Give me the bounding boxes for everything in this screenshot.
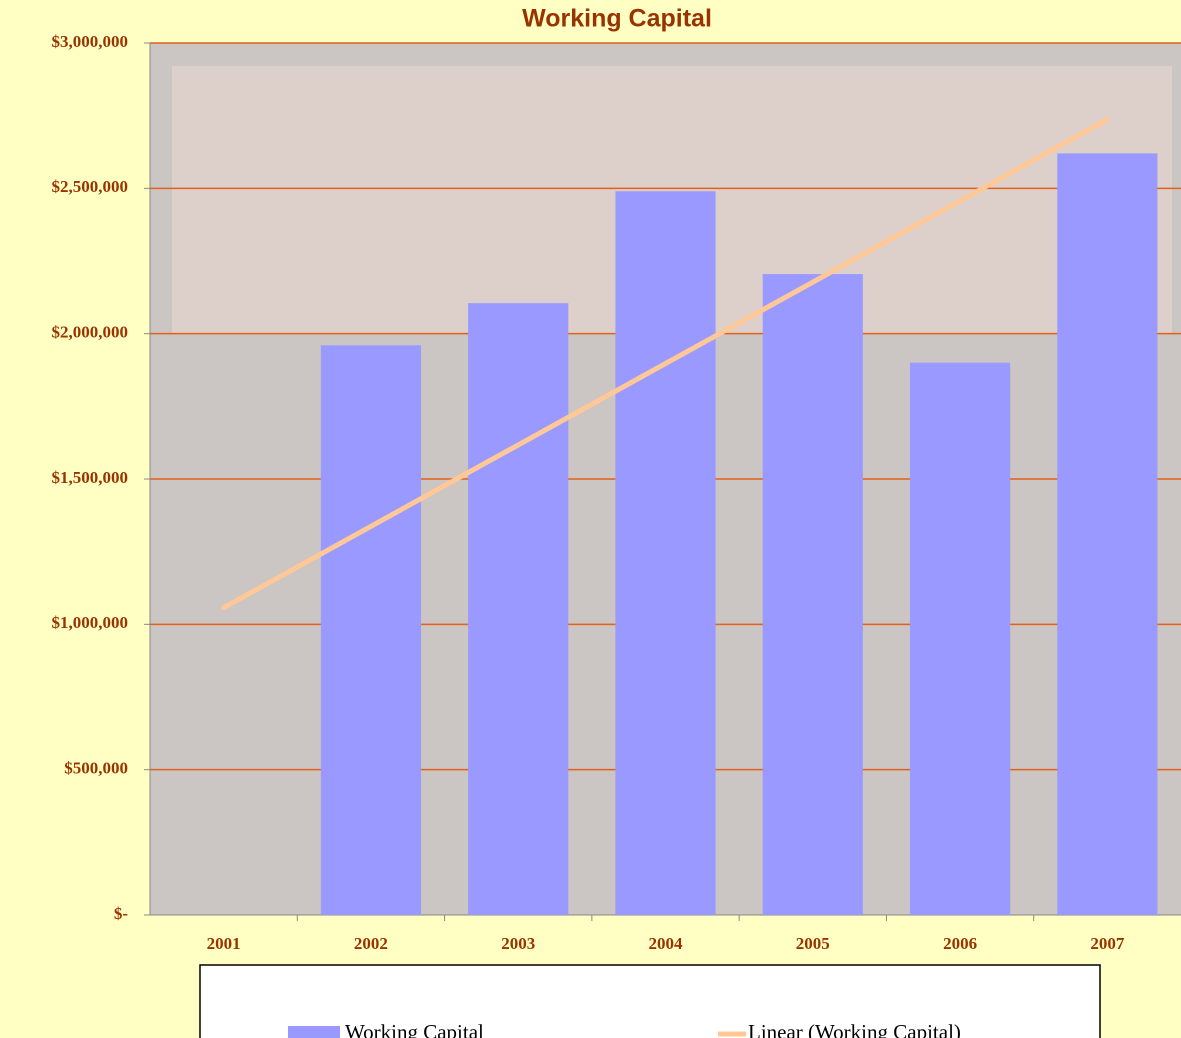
y-tick-label: $500,000 [64, 759, 128, 778]
bar [321, 345, 421, 915]
chart-title: Working Capital [522, 5, 712, 33]
bar [763, 274, 863, 915]
y-tick-label: $- [114, 904, 129, 923]
bar [910, 363, 1010, 915]
bar [1057, 153, 1157, 915]
y-tick-label: $1,000,000 [52, 613, 129, 632]
x-tick-label: 2001 [207, 934, 241, 953]
bar [468, 303, 568, 915]
x-tick-label: 2003 [501, 934, 535, 953]
x-tick-label: 2005 [796, 934, 830, 953]
legend-label: Linear (Working Capital) [748, 1020, 961, 1038]
y-tick-label: $2,500,000 [52, 177, 129, 196]
y-tick-label: $2,000,000 [52, 323, 129, 342]
chart: Working Capital $- $500,000 $1,000,000 $1,5… [0, 0, 1181, 1038]
bar [615, 191, 715, 915]
page: Working Capital $- $500,000 $1,000,000 $1,5… [0, 0, 1181, 1038]
legend-label: Working Capital [345, 1020, 484, 1038]
y-tick-label: $1,500,000 [52, 468, 129, 487]
x-tick-label: 2007 [1090, 934, 1125, 953]
legend-swatch [288, 1026, 340, 1038]
x-tick-label: 2006 [943, 934, 977, 953]
y-tick-label: $3,000,000 [52, 32, 129, 51]
x-tick-label: 2002 [354, 934, 388, 953]
x-tick-label: 2004 [649, 934, 684, 953]
